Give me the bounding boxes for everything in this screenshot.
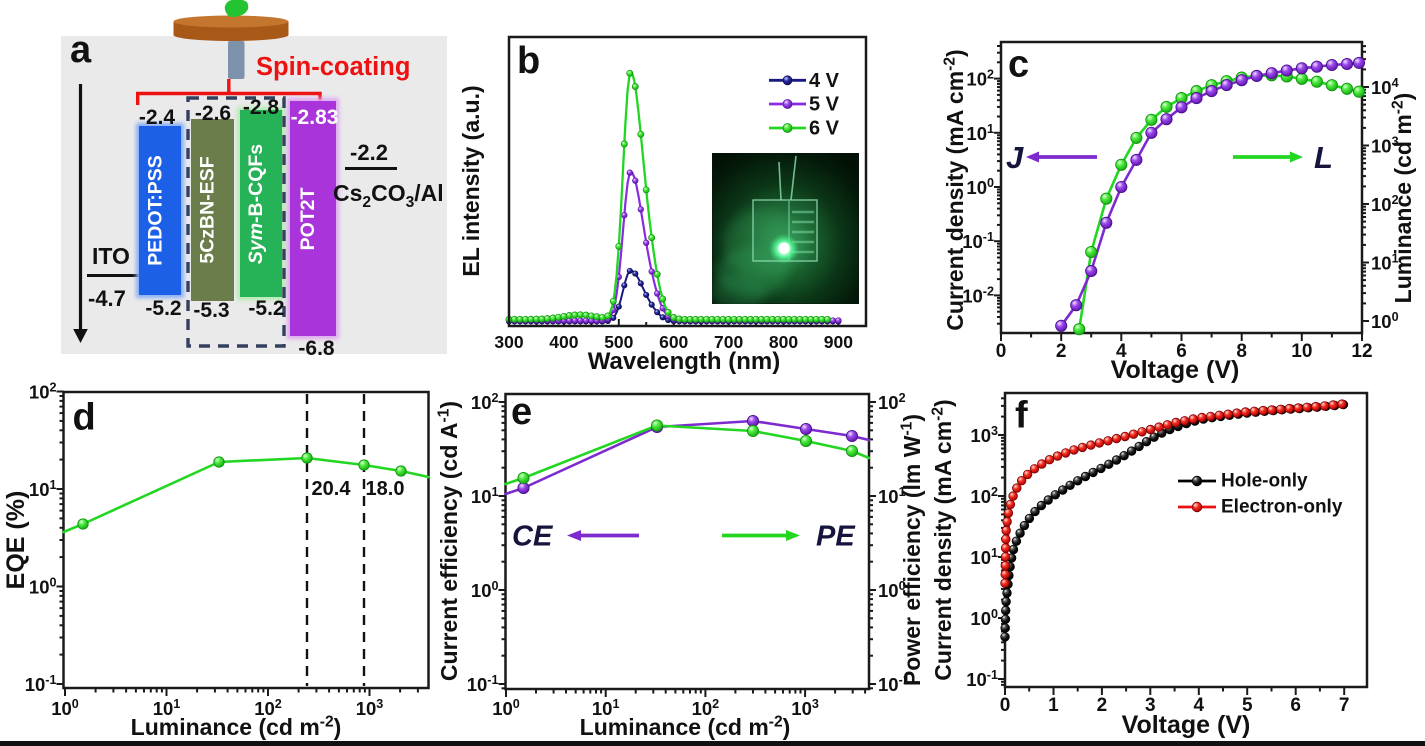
svg-text:EL intensity (a.u.): EL intensity (a.u.) [458, 85, 484, 276]
svg-text:20.4: 20.4 [312, 478, 352, 500]
svg-text:-2.8: -2.8 [243, 96, 280, 119]
svg-text:-5.2: -5.2 [145, 297, 181, 320]
svg-text:0: 0 [1000, 695, 1011, 716]
svg-text:Voltage (V): Voltage (V) [1122, 711, 1251, 739]
svg-text:Spin-coating: Spin-coating [256, 53, 410, 81]
svg-text:Luminance (cd m-2): Luminance (cd m-2) [1389, 93, 1416, 304]
svg-text:Current efficiency (cd A-1): Current efficiency (cd A-1) [435, 401, 462, 681]
svg-text:6: 6 [1290, 695, 1301, 716]
svg-text:5 V: 5 V [809, 94, 840, 116]
svg-text:Current density (mA cm-2): Current density (mA cm-2) [941, 49, 968, 330]
svg-text:-2.83: -2.83 [291, 106, 339, 129]
svg-text:L: L [1314, 140, 1333, 175]
svg-text:-6.8: -6.8 [298, 337, 335, 360]
svg-text:Luminance (cd m-2): Luminance (cd m-2) [131, 713, 342, 740]
svg-text:d: d [73, 397, 96, 439]
svg-text:300: 300 [494, 332, 523, 352]
svg-text:4: 4 [1194, 695, 1205, 716]
svg-text:800: 800 [769, 332, 798, 352]
svg-text:8: 8 [1236, 341, 1247, 362]
svg-text:CE: CE [512, 521, 554, 553]
svg-text:Wavelength (nm): Wavelength (nm) [588, 348, 780, 375]
svg-text:4: 4 [1116, 341, 1127, 362]
svg-text:1: 1 [1048, 695, 1059, 716]
svg-text:600: 600 [659, 332, 688, 352]
svg-text:-5.3: -5.3 [193, 299, 229, 322]
svg-text:-2.4: -2.4 [139, 106, 176, 129]
svg-text:c: c [1008, 44, 1029, 86]
svg-text:Hole-only: Hole-only [1221, 471, 1308, 492]
svg-text:10: 10 [1291, 341, 1312, 362]
svg-text:-4.7: -4.7 [88, 286, 126, 311]
svg-text:7: 7 [1339, 695, 1350, 716]
svg-text:5CzBN-ESF: 5CzBN-ESF [197, 156, 219, 263]
svg-text:400: 400 [549, 332, 578, 352]
svg-text:Sym-B-CQFs: Sym-B-CQFs [245, 144, 267, 264]
svg-text:Luminance (cd m-2): Luminance (cd m-2) [580, 713, 791, 740]
svg-text:12: 12 [1351, 341, 1372, 362]
svg-text:4 V: 4 V [809, 70, 840, 92]
svg-text:3: 3 [1145, 695, 1156, 716]
svg-text:6: 6 [1176, 341, 1187, 362]
svg-text:6 V: 6 V [809, 118, 840, 140]
svg-text:ITO: ITO [92, 243, 130, 269]
svg-text:0: 0 [996, 341, 1007, 362]
svg-text:2: 2 [1056, 341, 1067, 362]
svg-text:700: 700 [714, 332, 743, 352]
svg-text:Voltage (V): Voltage (V) [1111, 356, 1240, 384]
svg-text:Cs2CO3/Al: Cs2CO3/Al [333, 180, 444, 211]
svg-text:500: 500 [604, 332, 633, 352]
svg-text:2: 2 [1097, 695, 1108, 716]
svg-text:e: e [511, 391, 532, 433]
svg-text:PE: PE [816, 521, 856, 553]
svg-text:5: 5 [1242, 695, 1253, 716]
svg-text:Power efficiency (lm W-1): Power efficiency (lm W-1) [898, 414, 925, 686]
svg-text:-5.2: -5.2 [248, 297, 284, 320]
svg-text:POT2T: POT2T [297, 187, 319, 250]
svg-text:18.0: 18.0 [366, 478, 405, 500]
svg-text:f: f [1015, 395, 1028, 437]
svg-text:J: J [1006, 140, 1024, 175]
svg-text:-2.6: -2.6 [195, 102, 231, 125]
svg-text:b: b [517, 40, 540, 82]
svg-text:-2.2: -2.2 [350, 140, 388, 165]
svg-text:EQE (%): EQE (%) [2, 491, 30, 590]
svg-text:a: a [70, 29, 92, 71]
svg-text:Electron-only: Electron-only [1221, 497, 1343, 518]
svg-text:PEDOT:PSS: PEDOT:PSS [145, 155, 167, 266]
svg-text:Current density (mA cm-2): Current density (mA cm-2) [929, 399, 956, 680]
svg-text:900: 900 [824, 332, 853, 352]
